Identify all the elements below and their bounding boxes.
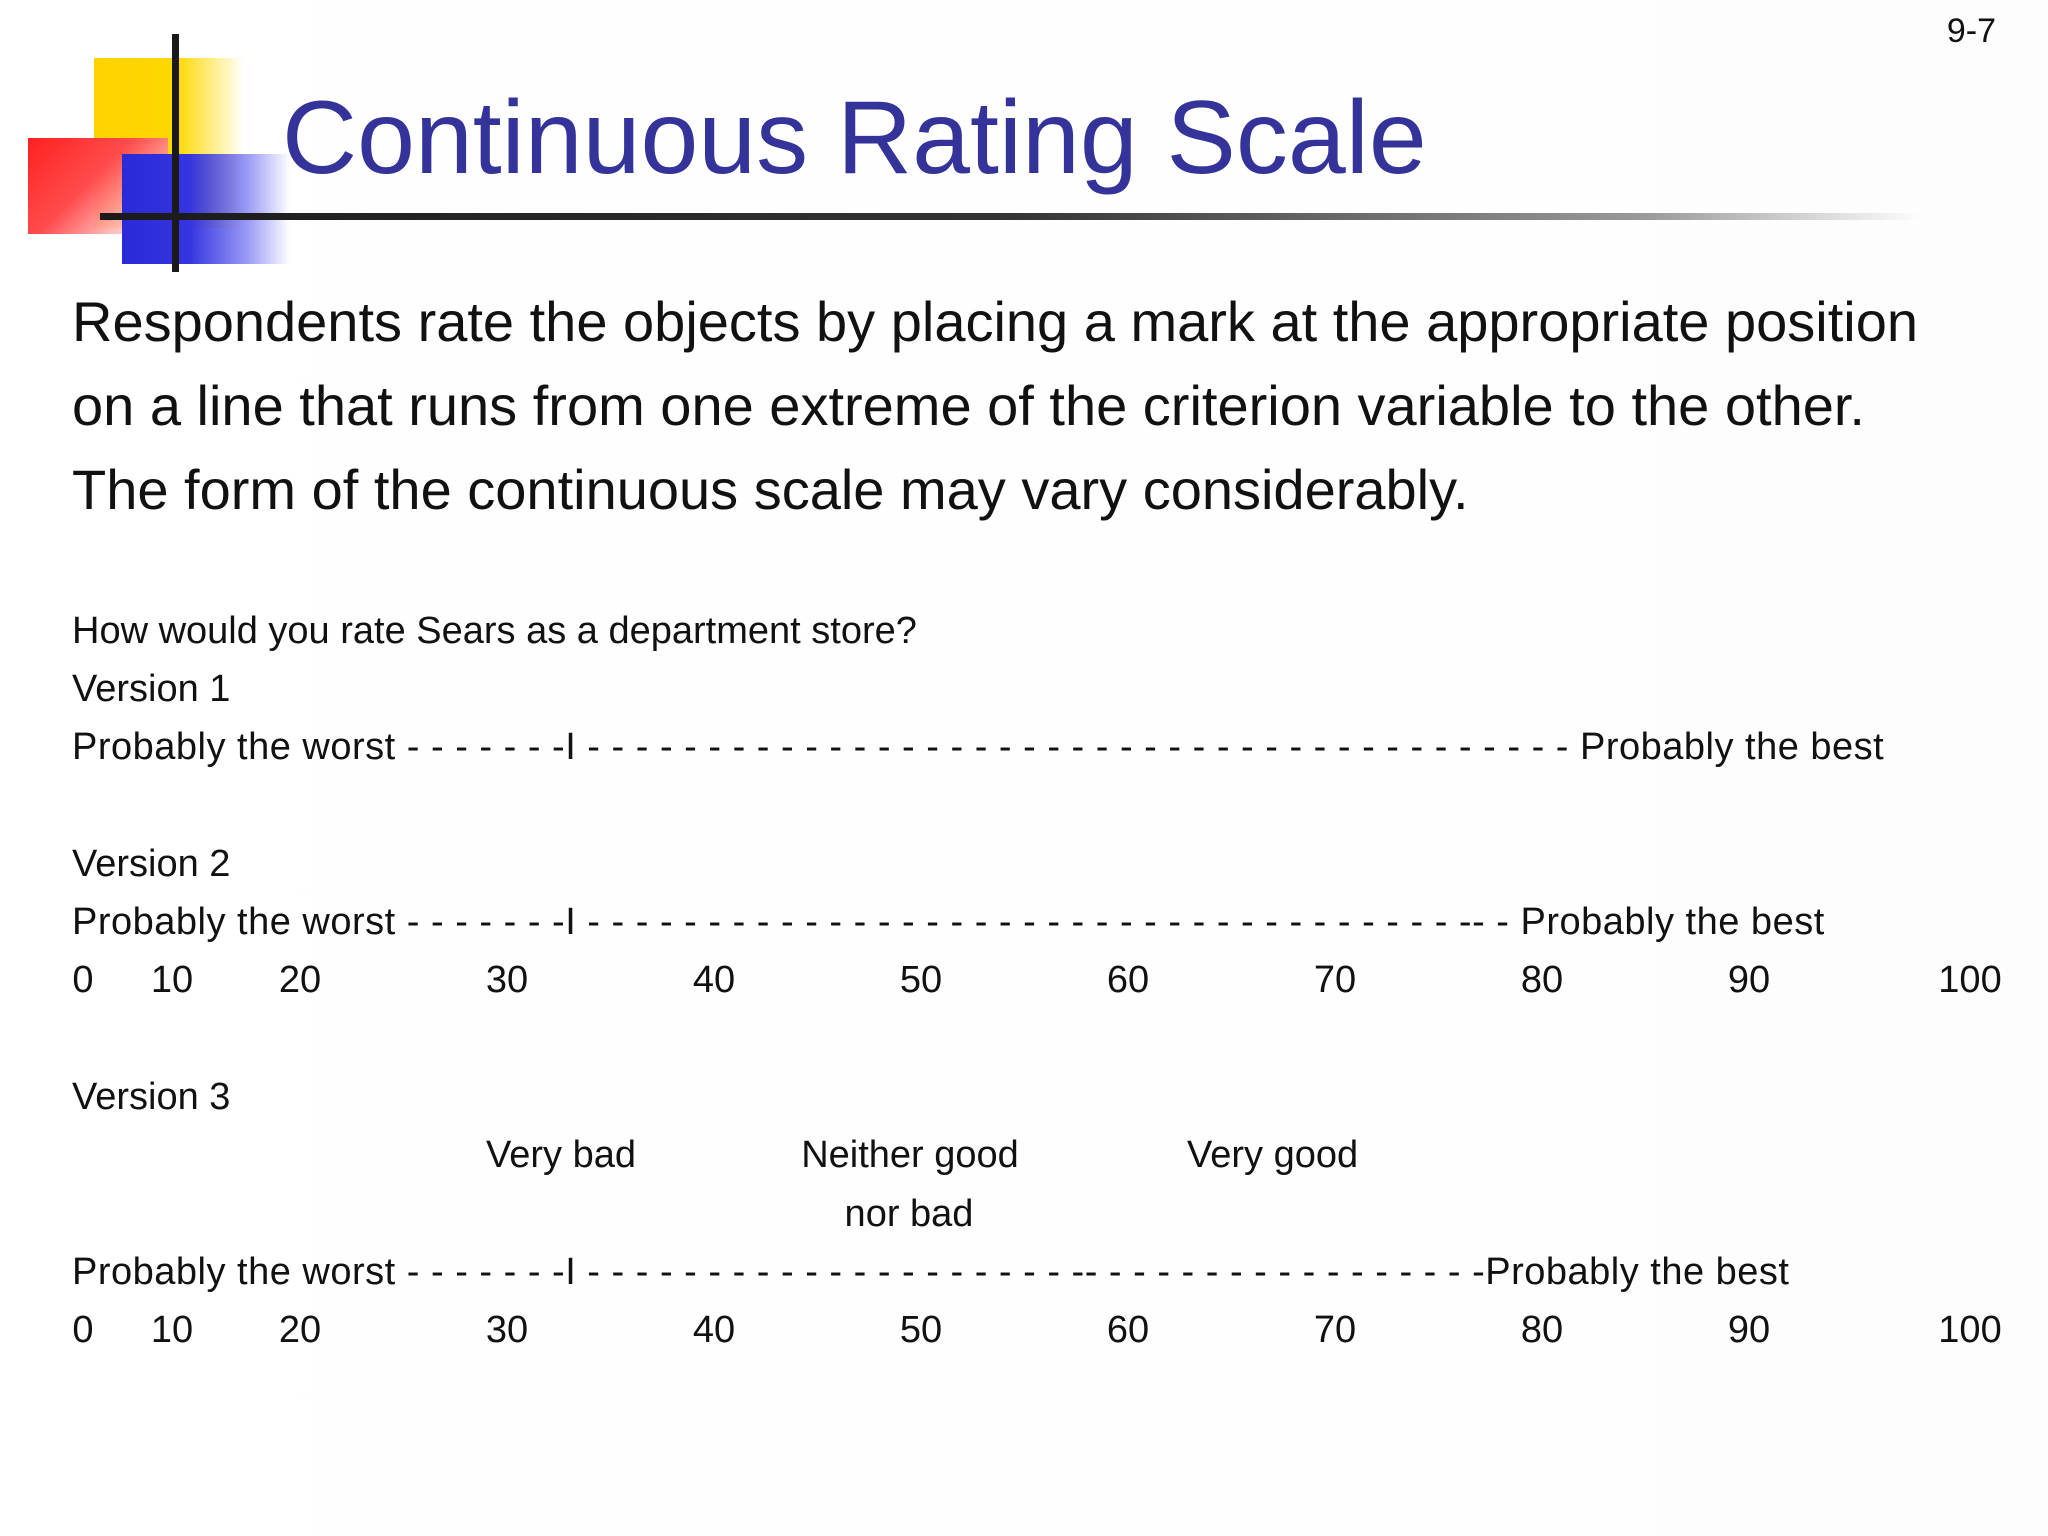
version3-scale-line: Probably the worst - - - - - - -I - - - … (72, 1251, 1790, 1293)
version2-tick: 50 (899, 959, 943, 1001)
version3-label: Version 3 (72, 1076, 231, 1118)
version2-tick: 40 (692, 959, 736, 1001)
version1-scale-line: Probably the worst - - - - - - -I - - - … (72, 726, 1885, 768)
version3-tick: 90 (1727, 1309, 1771, 1351)
slide-title: Continuous Rating Scale (282, 80, 1427, 196)
vertical-rule-decoration (172, 34, 179, 272)
version2-tick: 100 (1938, 959, 2002, 1001)
body-paragraph: Respondents rate the objects by placing … (72, 280, 2012, 532)
version1-label: Version 1 (72, 668, 231, 710)
version2-tick: 20 (278, 959, 322, 1001)
version2-tick: 60 (1106, 959, 1150, 1001)
version3-tick: 60 (1106, 1309, 1150, 1351)
version3-tick: 20 (278, 1309, 322, 1351)
version3-anchor-very-good: Very good (1187, 1134, 1359, 1176)
blue-square-decoration (122, 154, 290, 264)
body-line: Respondents rate the objects by placing … (72, 290, 1919, 353)
version3-tick: 100 (1938, 1309, 2002, 1351)
version3-tick: 0 (72, 1309, 94, 1351)
version2-scale-line: Probably the worst - - - - - - -I - - - … (72, 901, 1825, 943)
version3-anchor-neither-line2: nor bad (844, 1193, 974, 1235)
version3-anchor-neither-line1: Neither good (801, 1134, 1019, 1176)
version2-label: Version 2 (72, 843, 231, 885)
version2-tick: 10 (150, 959, 194, 1001)
version3-anchor-very-bad: Very bad (486, 1134, 636, 1176)
title-decoration (0, 0, 300, 280)
version3-tick: 50 (899, 1309, 943, 1351)
body-line: on a line that runs from one extreme of … (72, 374, 1865, 437)
version3-tick: 10 (150, 1309, 194, 1351)
version3-tick: 30 (485, 1309, 529, 1351)
title-underline-rule (100, 213, 1920, 220)
version2-tick: 80 (1520, 959, 1564, 1001)
body-line: The form of the continuous scale may var… (72, 458, 1469, 521)
question-text: How would you rate Sears as a department… (72, 610, 917, 652)
page-number: 9-7 (1946, 12, 1996, 50)
version2-tick: 0 (72, 959, 94, 1001)
version2-tick: 30 (485, 959, 529, 1001)
version3-tick: 40 (692, 1309, 736, 1351)
version3-tick: 70 (1313, 1309, 1357, 1351)
version3-tick: 80 (1520, 1309, 1564, 1351)
version2-tick: 70 (1313, 959, 1357, 1001)
version2-tick: 90 (1727, 959, 1771, 1001)
